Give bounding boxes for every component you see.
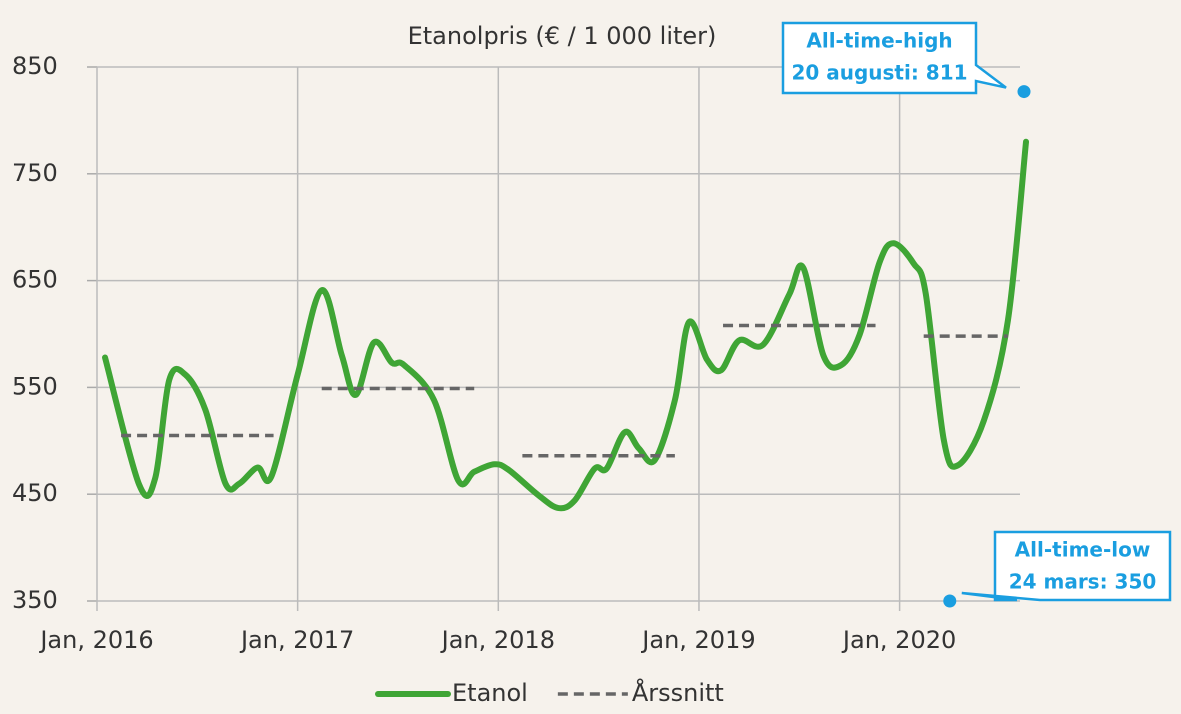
x-tick-label: Jan, 2019 xyxy=(640,626,755,654)
callout-text: All-time-high xyxy=(806,29,952,53)
x-tick-label: Jan, 2017 xyxy=(239,626,354,654)
annotation-point xyxy=(1017,85,1031,99)
callout-text: All-time-low xyxy=(1015,538,1151,562)
chart-title: Etanolpris (€ / 1 000 liter) xyxy=(408,22,717,50)
y-tick-label: 850 xyxy=(12,52,58,80)
x-tick-label: Jan, 2018 xyxy=(440,626,555,654)
y-tick-label: 450 xyxy=(12,479,58,507)
legend-label: Etanol xyxy=(452,679,528,707)
y-tick-label: 750 xyxy=(12,159,58,187)
y-tick-label: 550 xyxy=(12,372,58,400)
x-tick-label: Jan, 2020 xyxy=(841,626,956,654)
legend-label: Årssnitt xyxy=(632,678,724,707)
callout-box xyxy=(781,21,1007,95)
callout-box xyxy=(961,530,1172,602)
callout-text: 20 augusti: 811 xyxy=(791,61,967,85)
callout-text: 24 mars: 350 xyxy=(1009,570,1157,594)
x-tick-label: Jan, 2016 xyxy=(38,626,153,654)
y-tick-label: 350 xyxy=(12,586,58,614)
line-series xyxy=(102,138,1030,512)
y-tick-label: 650 xyxy=(12,266,58,294)
annotation-point xyxy=(943,594,957,608)
